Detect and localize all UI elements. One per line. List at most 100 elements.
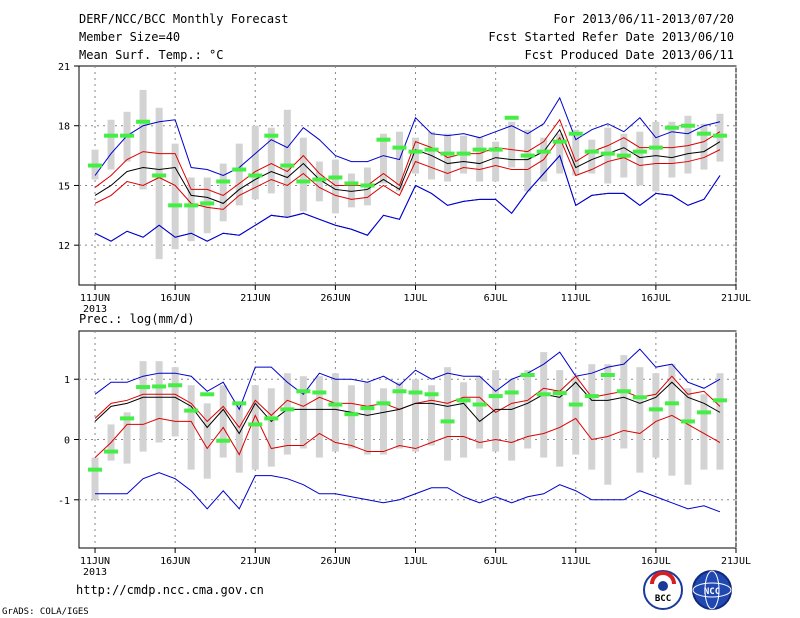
- control-marker: [488, 147, 503, 152]
- control-marker: [712, 133, 727, 138]
- spread-bar: [668, 364, 676, 476]
- spread-bar: [187, 385, 195, 470]
- spread-bar: [379, 388, 387, 455]
- spread-bar: [123, 412, 131, 464]
- control-marker: [648, 145, 663, 150]
- control-marker: [664, 125, 679, 130]
- control-marker: [344, 181, 359, 186]
- x-year-label: 2013: [83, 304, 107, 315]
- spread-bar: [347, 173, 355, 208]
- spread-bar: [363, 382, 371, 455]
- control-marker: [504, 390, 519, 395]
- y-tick-label: 0: [64, 436, 70, 447]
- spread-bar: [572, 376, 580, 455]
- y-tick-label: 15: [58, 181, 70, 192]
- spread-bar: [556, 133, 564, 174]
- spread-bar: [412, 379, 420, 452]
- spread-bar: [412, 137, 420, 174]
- control-marker: [696, 131, 711, 136]
- control-marker: [664, 401, 679, 406]
- x-tick-label: 21JUL: [721, 293, 751, 304]
- forecast-range: For 2013/06/11-2013/07/20: [553, 12, 734, 26]
- control-marker: [200, 201, 215, 206]
- spread-bar: [315, 376, 323, 458]
- control-marker: [552, 391, 567, 396]
- control-marker: [696, 410, 711, 415]
- series-line-q_lower: [94, 136, 721, 210]
- control-marker: [344, 412, 359, 417]
- bcc-logo: BCC: [643, 570, 683, 610]
- control-marker: [312, 177, 327, 182]
- series-line-min: [94, 154, 721, 242]
- control-marker: [264, 416, 279, 421]
- series-line-min: [95, 472, 721, 513]
- source-url: http://cmdp.ncc.cma.gov.cn: [76, 583, 264, 597]
- x-tick-label: 11JUL: [561, 293, 591, 304]
- control-marker: [232, 167, 247, 172]
- control-marker: [424, 392, 439, 397]
- control-marker: [264, 133, 279, 138]
- control-marker: [120, 416, 135, 421]
- control-marker: [184, 203, 199, 208]
- x-year-label: 2013: [83, 567, 107, 578]
- spread-bar: [267, 127, 275, 194]
- control-marker: [456, 398, 471, 403]
- control-marker: [648, 407, 663, 412]
- control-marker: [472, 147, 487, 152]
- spread-bar: [203, 403, 211, 479]
- control-marker: [680, 123, 695, 128]
- spread-bar: [331, 373, 339, 452]
- spread-bar: [636, 367, 644, 473]
- x-tick-label: 11JUL: [561, 556, 591, 567]
- series-line-q_upper: [94, 118, 721, 196]
- control-marker: [216, 438, 231, 443]
- control-marker: [104, 449, 119, 454]
- spread-bar: [588, 139, 596, 174]
- grads-credit: GrADS: COLA/IGES: [2, 607, 89, 617]
- series-line-mean: [94, 381, 721, 435]
- control-marker: [392, 145, 407, 150]
- ncc-logo-text: NCC: [704, 587, 720, 597]
- control-marker: [456, 151, 471, 156]
- control-marker: [168, 383, 183, 388]
- control-marker: [184, 408, 199, 413]
- spread-bar: [171, 143, 179, 250]
- started-refer-date: Fcst Started Refer Date 2013/06/10: [488, 30, 734, 44]
- series-line-q_lower: [94, 414, 721, 458]
- spread-bar: [235, 143, 243, 206]
- control-marker: [168, 203, 183, 208]
- bcc-logo-text: BCC: [655, 594, 671, 604]
- control-marker: [536, 392, 551, 397]
- series-line-max: [94, 348, 721, 411]
- spread-bar: [556, 370, 564, 467]
- spread-bar: [620, 355, 628, 449]
- control-marker: [600, 151, 615, 156]
- temp-panel-title: Mean Surf. Temp.: °C: [79, 48, 224, 62]
- x-tick-label: 26JUN: [320, 556, 350, 567]
- y-tick-label: 12: [58, 241, 70, 252]
- y-tick-label: 18: [58, 122, 70, 133]
- precipitation-panel: 11JUN 16JUN 21JUN 26JUN 1JUL 6JUL 11JUL 16JUL 21…: [58, 330, 751, 578]
- control-marker: [328, 175, 343, 180]
- control-marker: [296, 389, 311, 394]
- produced-date: Fcst Produced Date 2013/06/11: [524, 48, 734, 62]
- y-tick-label: 21: [58, 62, 70, 73]
- x-tick-label: 21JUN: [240, 556, 270, 567]
- x-tick-label: 16JUL: [641, 556, 671, 567]
- control-marker: [632, 395, 647, 400]
- x-tick-label: 1JUL: [403, 293, 427, 304]
- control-marker: [248, 422, 263, 427]
- y-tick-label: 1: [64, 375, 70, 386]
- x-tick-label: 26JUN: [320, 293, 350, 304]
- spread-bar: [668, 121, 676, 178]
- spread-bar: [460, 382, 468, 458]
- control-marker: [392, 389, 407, 394]
- control-marker: [520, 373, 535, 378]
- spread-bar: [299, 376, 307, 449]
- control-marker: [568, 131, 583, 136]
- control-marker: [408, 149, 423, 154]
- control-marker: [360, 183, 375, 188]
- control-marker: [632, 149, 647, 154]
- spread-bar: [716, 373, 724, 470]
- spread-bar: [508, 121, 516, 168]
